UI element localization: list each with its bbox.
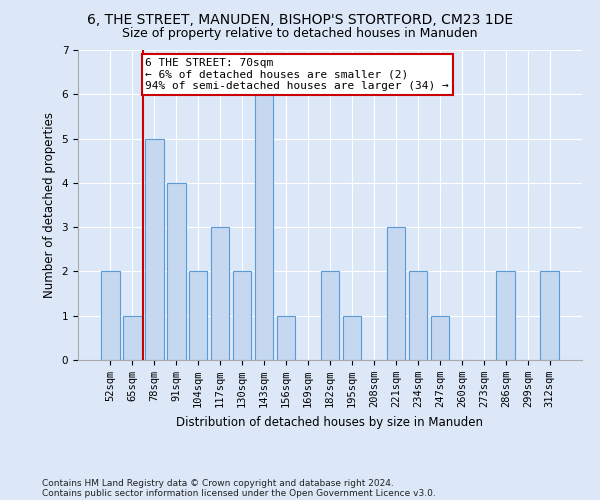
- Bar: [277, 316, 295, 360]
- Bar: [320, 272, 340, 360]
- Bar: [409, 272, 427, 360]
- Bar: [101, 272, 119, 360]
- Bar: [255, 94, 274, 360]
- Bar: [343, 316, 361, 360]
- Bar: [496, 272, 515, 360]
- Bar: [541, 272, 559, 360]
- Text: 6 THE STREET: 70sqm
← 6% of detached houses are smaller (2)
94% of semi-detached: 6 THE STREET: 70sqm ← 6% of detached hou…: [145, 58, 449, 91]
- Bar: [233, 272, 251, 360]
- Bar: [145, 138, 164, 360]
- Bar: [211, 227, 229, 360]
- X-axis label: Distribution of detached houses by size in Manuden: Distribution of detached houses by size …: [176, 416, 484, 428]
- Text: Contains HM Land Registry data © Crown copyright and database right 2024.: Contains HM Land Registry data © Crown c…: [42, 478, 394, 488]
- Bar: [386, 227, 405, 360]
- Text: 6, THE STREET, MANUDEN, BISHOP'S STORTFORD, CM23 1DE: 6, THE STREET, MANUDEN, BISHOP'S STORTFO…: [87, 12, 513, 26]
- Bar: [123, 316, 142, 360]
- Bar: [431, 316, 449, 360]
- Y-axis label: Number of detached properties: Number of detached properties: [43, 112, 56, 298]
- Text: Contains public sector information licensed under the Open Government Licence v3: Contains public sector information licen…: [42, 488, 436, 498]
- Bar: [189, 272, 208, 360]
- Bar: [167, 183, 185, 360]
- Text: Size of property relative to detached houses in Manuden: Size of property relative to detached ho…: [122, 28, 478, 40]
